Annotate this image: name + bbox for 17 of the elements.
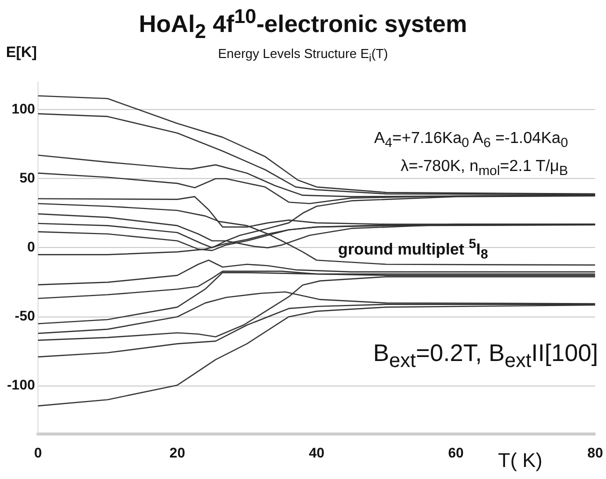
chart-title: HoAl$_{2}$ 4f$^{10}$-electronic system [138, 6, 468, 44]
y-tick-label: 0 [27, 238, 36, 255]
y-axis-title: E[K] [6, 44, 37, 61]
y-tick-label: -100 [6, 376, 36, 393]
annotation: λ=-780K, n$_{mol}$=2.1 T/μ$_{B}$ [400, 158, 568, 178]
annotation: B$_{ext}$=0.2T, B$_{ext}$II[100] [373, 340, 598, 373]
x-tick-label: 40 [308, 444, 325, 460]
y-tick-label: 50 [19, 170, 36, 186]
y-tick-label: 100 [12, 100, 36, 116]
x-tick-label: 20 [170, 444, 186, 460]
annotation: ground multiplet $^{5}$I$_{8}$ [338, 236, 488, 262]
x-axis-title: T( K) [498, 450, 542, 473]
chart-subtitle: Energy Levels Structure E$_{i}$(T) [218, 46, 388, 65]
x-tick-label: 60 [448, 444, 464, 460]
annotation: A$_{4}$=+7.16Ka$_{0}$ A$_{6}$ =-1.04Ka$_{0}$ [374, 130, 568, 150]
x-tick-label: 80 [587, 444, 604, 460]
y-tick-label: -50 [14, 308, 36, 324]
